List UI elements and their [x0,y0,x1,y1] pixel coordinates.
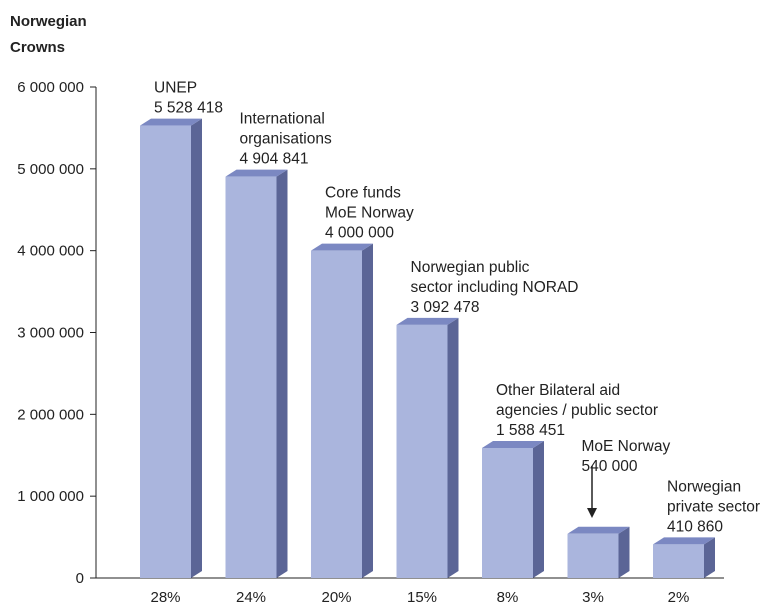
data-label: Norwegian public [411,259,530,276]
bar-side [191,118,202,578]
data-label: MoE Norway [325,205,414,222]
data-label: MoE Norway [582,438,671,455]
y-tick-label: 3 000 000 [17,325,84,342]
data-label: Norwegian [667,478,741,495]
category-labels: 28% 24% 20% 15% 8% 3% 2% [150,589,689,606]
y-tick-label: 5 000 000 [17,161,84,178]
bar-top [311,243,373,251]
arrow-head [587,508,597,518]
bars [140,118,715,578]
bar [396,317,459,578]
bar [311,243,373,578]
bar-top [567,526,630,534]
category-label: 2% [668,589,690,606]
bar-side [276,169,288,578]
data-label: Core funds [325,185,401,202]
data-label: UNEP [154,80,197,97]
y-ticks: 0 1 000 000 2 000 000 3 000 000 4 000 000 5 0… [17,79,96,587]
bar-side [362,243,373,578]
category-label: 8% [497,589,519,606]
bar-front [396,324,448,578]
bar-side [447,317,459,578]
bar-side [704,537,715,578]
y-axis-label-line-2: Crowns [10,39,65,56]
category-label: 20% [321,589,351,606]
category-label: 15% [407,589,437,606]
y-tick-label: 4 000 000 [17,243,84,260]
data-label: 5 528 418 [154,100,223,117]
arrow-annotation [587,466,597,518]
category-label: 24% [236,589,266,606]
y-tick-label: 2 000 000 [17,406,84,423]
bar [225,169,288,578]
y-tick-label: 6 000 000 [17,79,84,96]
bar-front [567,533,619,578]
bar-front [653,544,704,578]
bar-top [225,169,288,177]
data-label: International [240,111,325,128]
data-label: private sector [667,498,760,515]
data-label: organisations [240,131,332,148]
category-label: 3% [582,589,604,606]
bar [653,537,715,578]
data-label: sector including NORAD [411,279,579,296]
bar-top [653,537,715,545]
bar-top [140,118,202,126]
bar-front [225,176,277,578]
data-label: 3 092 478 [411,299,480,316]
data-label: 1 588 451 [496,422,565,439]
data-label: 410 860 [667,518,723,535]
bar-top [482,441,544,449]
bar-front [482,448,533,578]
bar [482,441,544,578]
data-label: 4 904 841 [240,151,309,168]
bar [567,526,630,578]
bar-side [533,441,544,578]
data-label: 4 000 000 [325,225,394,242]
bar [140,118,202,578]
data-label: 540 000 [582,458,638,475]
y-tick-label: 0 [76,570,84,587]
category-label: 28% [150,589,180,606]
data-label: agencies / public sector [496,402,658,419]
bar-front [311,250,362,578]
bar-top [396,317,459,325]
data-label: Other Bilateral aid [496,382,620,399]
bar-front [140,125,191,578]
y-axis-label-line-1: Norwegian [10,13,87,30]
data-labels: UNEP 5 528 418 International organisations 4… [154,80,760,536]
bar-side [618,526,630,578]
y-tick-label: 1 000 000 [17,488,84,505]
